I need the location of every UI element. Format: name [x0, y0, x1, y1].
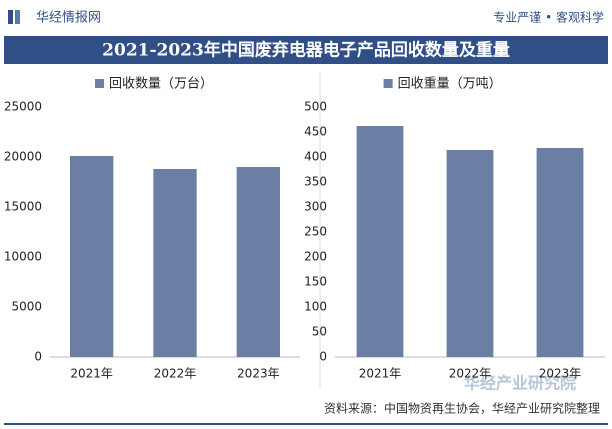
logo-mark: [15, 10, 20, 24]
bar: [70, 156, 114, 357]
x-tick-label: 2021年: [70, 367, 113, 381]
logo-mark: [8, 10, 13, 24]
y-tick-label: 450: [304, 125, 327, 139]
legend-label: 回收重量（万吨）: [398, 76, 502, 92]
title-bar: [4, 36, 608, 64]
legend-swatch: [383, 79, 393, 88]
y-tick-label: 50: [312, 325, 327, 339]
x-tick-label: 2022年: [449, 367, 492, 381]
bar: [153, 169, 197, 357]
y-tick-label: 150: [304, 275, 327, 289]
y-tick-label: 250: [304, 225, 327, 239]
y-tick-label: 10000: [4, 250, 42, 264]
bar: [536, 148, 584, 357]
y-tick-label: 15000: [4, 200, 42, 214]
x-tick-label: 2022年: [154, 367, 197, 381]
y-tick-label: 25000: [4, 100, 42, 114]
chart-title: 2021-2023年中国废弃电器电子产品回收数量及重量: [102, 40, 510, 61]
bar: [356, 126, 404, 357]
y-tick-label: 300: [304, 200, 327, 214]
slogan: 专业严谨 • 客观科学: [493, 10, 604, 25]
y-tick-label: 0: [319, 350, 327, 364]
y-tick-label: 400: [304, 150, 327, 164]
x-tick-label: 2021年: [359, 367, 402, 381]
y-tick-label: 200: [304, 250, 327, 264]
y-tick-label: 350: [304, 175, 327, 189]
x-tick-label: 2023年: [539, 367, 582, 381]
y-tick-label: 500: [304, 100, 327, 114]
bar: [446, 150, 494, 357]
y-tick-label: 100: [304, 300, 327, 314]
legend-swatch: [95, 79, 104, 88]
y-tick-label: 0: [34, 350, 42, 364]
logo-text: 华经产业研究院: [464, 374, 576, 393]
bar: [236, 167, 280, 357]
y-tick-label: 5000: [11, 300, 42, 314]
source: 资料来源：中国物资再生协会，华经产业研究院整理: [324, 401, 600, 416]
brand: 华经情报网: [36, 11, 101, 26]
legend-label: 回收数量（万台）: [109, 77, 213, 92]
x-tick-label: 2023年: [237, 367, 280, 381]
y-tick-label: 20000: [4, 150, 42, 164]
